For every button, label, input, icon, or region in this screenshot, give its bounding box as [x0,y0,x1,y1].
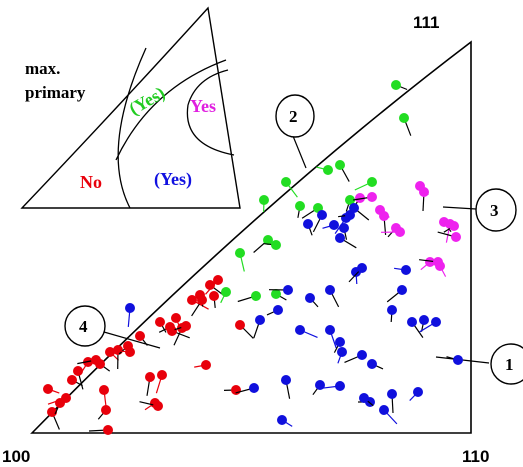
marker-dot [135,331,145,341]
marker-dot [367,177,377,187]
marker-dot [349,203,359,213]
callout-3-label: 3 [490,201,499,220]
marker-dot [101,405,111,415]
marker-dot [167,326,177,336]
marker-dot [271,289,281,299]
marker-dot [231,385,241,395]
inset-title-line2: primary [25,83,86,102]
marker-dot [235,248,245,258]
callout-2: 2 [276,95,314,168]
marker-dot [201,360,211,370]
inset-title-line1: max. [25,59,60,78]
marker-dot [271,240,281,250]
marker-dot [171,313,181,323]
marker-dot [155,317,165,327]
marker-dot [431,317,441,327]
marker-dot [99,385,109,395]
marker-dot [401,265,411,275]
marker-dot [419,187,429,197]
marker-dot [379,405,389,415]
marker-dot [335,381,345,391]
marker-dot [113,345,123,355]
marker-dot [395,227,405,237]
marker-dot [367,359,377,369]
marker-dot [249,383,259,393]
marker-dot [95,359,105,369]
marker-dot [125,347,135,357]
marker-dot [67,375,77,385]
inset-diagram: max. primary No (Yes) Yes (Yes) [22,8,240,208]
marker-dot [145,372,155,382]
corner-label-111: 111 [413,13,440,32]
marker-dot [213,275,223,285]
marker-dot [329,220,339,230]
marker-dot [157,370,167,380]
marker-dot [449,221,459,231]
callout-2-label: 2 [289,107,298,126]
marker-dot [399,113,409,123]
marker-dot [335,160,345,170]
marker-dot [43,384,53,394]
marker-dot [335,233,345,243]
marker-dot [357,350,367,360]
marker-dot [413,387,423,397]
marker-dot [125,303,135,313]
marker-dot [61,393,71,403]
marker-dot [251,291,261,301]
marker-dot [367,192,377,202]
marker-dot [357,263,367,273]
corner-label-110: 110 [462,447,489,466]
main-triangle [32,42,471,433]
marker-dot [255,315,265,325]
marker-dot [221,287,231,297]
marker-dot [391,80,401,90]
marker-dot [325,325,335,335]
marker-dot [153,401,163,411]
marker-dot [379,211,389,221]
marker-dot [283,285,293,295]
marker-dot [359,393,369,403]
marker-dot [323,165,333,175]
marker-dot [281,177,291,187]
inset-region-yes-magenta: Yes [190,96,216,116]
marker-dot [451,232,461,242]
callout-1: 1 [436,344,523,384]
marker-dot [407,317,417,327]
marker-dot [453,355,463,365]
inset-region-no: No [80,172,102,192]
orientation-markers [43,80,463,435]
marker-dot [325,285,335,295]
marker-dot [305,293,315,303]
marker-dot [281,375,291,385]
marker-dot [73,366,83,376]
marker-dot [337,347,347,357]
inset-boundary-1 [118,48,146,208]
inset-region-yes-green: (Yes) [125,82,168,119]
marker-dot [387,389,397,399]
marker-dot [181,321,191,331]
marker-dot [419,315,429,325]
marker-dot [259,195,269,205]
marker-dot [277,415,287,425]
inset-region-yes-blue: (Yes) [154,169,192,190]
callout-4: 4 [65,306,160,348]
marker-dot [339,223,349,233]
marker-dot [103,425,113,435]
marker-dot [435,261,445,271]
marker-dot [397,285,407,295]
marker-dot [295,325,305,335]
marker-dot [273,305,283,315]
marker-dot [317,210,327,220]
marker-dot [303,219,313,229]
marker-dot [235,320,245,330]
marker-dot [387,305,397,315]
marker-dot [335,337,345,347]
callout-4-label: 4 [79,317,88,336]
marker-dot [197,295,207,305]
marker-dot [209,291,219,301]
callout-1-label: 1 [505,355,514,374]
marker-dot [295,201,305,211]
corner-label-100: 100 [2,447,30,466]
